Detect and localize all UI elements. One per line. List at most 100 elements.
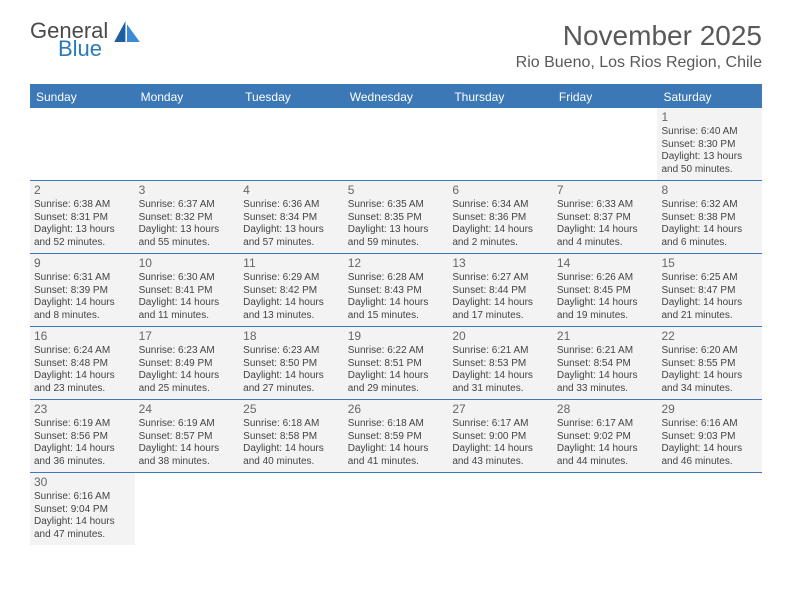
daylight-text: Daylight: 13 hours and 52 minutes.	[34, 224, 131, 249]
calendar-cell: 3Sunrise: 6:37 AMSunset: 8:32 PMDaylight…	[135, 181, 240, 253]
sunrise-text: Sunrise: 6:34 AM	[452, 199, 549, 212]
sunrise-text: Sunrise: 6:31 AM	[34, 272, 131, 285]
sunset-text: Sunset: 8:47 PM	[661, 285, 758, 298]
sunset-text: Sunset: 8:56 PM	[34, 431, 131, 444]
calendar-cell: 8Sunrise: 6:32 AMSunset: 8:38 PMDaylight…	[657, 181, 762, 253]
sunrise-text: Sunrise: 6:27 AM	[452, 272, 549, 285]
daylight-text: Daylight: 13 hours and 57 minutes.	[243, 224, 340, 249]
sunset-text: Sunset: 8:54 PM	[557, 358, 654, 371]
calendar-cell-empty	[553, 473, 658, 545]
calendar-cell: 9Sunrise: 6:31 AMSunset: 8:39 PMDaylight…	[30, 254, 135, 326]
sunrise-text: Sunrise: 6:17 AM	[452, 418, 549, 431]
sunset-text: Sunset: 8:34 PM	[243, 212, 340, 225]
daylight-text: Daylight: 14 hours and 23 minutes.	[34, 370, 131, 395]
logo-text: General Blue	[30, 20, 108, 60]
calendar-cell: 30Sunrise: 6:16 AMSunset: 9:04 PMDayligh…	[30, 473, 135, 545]
calendar-cell: 2Sunrise: 6:38 AMSunset: 8:31 PMDaylight…	[30, 181, 135, 253]
calendar-cell: 11Sunrise: 6:29 AMSunset: 8:42 PMDayligh…	[239, 254, 344, 326]
daylight-text: Daylight: 14 hours and 8 minutes.	[34, 297, 131, 322]
day-number: 26	[348, 402, 445, 417]
sunrise-text: Sunrise: 6:21 AM	[452, 345, 549, 358]
calendar-cell: 20Sunrise: 6:21 AMSunset: 8:53 PMDayligh…	[448, 327, 553, 399]
sunrise-text: Sunrise: 6:23 AM	[139, 345, 236, 358]
calendar-cell-empty	[344, 473, 449, 545]
sunrise-text: Sunrise: 6:25 AM	[661, 272, 758, 285]
day-number: 14	[557, 256, 654, 271]
daylight-text: Daylight: 14 hours and 2 minutes.	[452, 224, 549, 249]
sunset-text: Sunset: 8:58 PM	[243, 431, 340, 444]
weeks-container: 1Sunrise: 6:40 AMSunset: 8:30 PMDaylight…	[30, 108, 762, 545]
day-number: 28	[557, 402, 654, 417]
sunset-text: Sunset: 8:57 PM	[139, 431, 236, 444]
day-number: 24	[139, 402, 236, 417]
day-header: Friday	[553, 86, 658, 108]
sunrise-text: Sunrise: 6:35 AM	[348, 199, 445, 212]
day-header: Thursday	[448, 86, 553, 108]
sunrise-text: Sunrise: 6:24 AM	[34, 345, 131, 358]
day-number: 29	[661, 402, 758, 417]
sunset-text: Sunset: 8:42 PM	[243, 285, 340, 298]
daylight-text: Daylight: 14 hours and 34 minutes.	[661, 370, 758, 395]
daylight-text: Daylight: 14 hours and 38 minutes.	[139, 443, 236, 468]
day-number: 17	[139, 329, 236, 344]
day-header: Tuesday	[239, 86, 344, 108]
sunrise-text: Sunrise: 6:20 AM	[661, 345, 758, 358]
daylight-text: Daylight: 14 hours and 21 minutes.	[661, 297, 758, 322]
daylight-text: Daylight: 14 hours and 6 minutes.	[661, 224, 758, 249]
daylight-text: Daylight: 14 hours and 19 minutes.	[557, 297, 654, 322]
day-number: 11	[243, 256, 340, 271]
sunrise-text: Sunrise: 6:16 AM	[661, 418, 758, 431]
daylight-text: Daylight: 13 hours and 55 minutes.	[139, 224, 236, 249]
sunset-text: Sunset: 9:02 PM	[557, 431, 654, 444]
day-number: 1	[661, 110, 758, 125]
calendar-cell-empty	[448, 108, 553, 180]
day-number: 20	[452, 329, 549, 344]
calendar-cell: 24Sunrise: 6:19 AMSunset: 8:57 PMDayligh…	[135, 400, 240, 472]
calendar-cell: 17Sunrise: 6:23 AMSunset: 8:49 PMDayligh…	[135, 327, 240, 399]
sunrise-text: Sunrise: 6:28 AM	[348, 272, 445, 285]
day-number: 6	[452, 183, 549, 198]
day-number: 4	[243, 183, 340, 198]
day-number: 2	[34, 183, 131, 198]
calendar-cell: 15Sunrise: 6:25 AMSunset: 8:47 PMDayligh…	[657, 254, 762, 326]
sunrise-text: Sunrise: 6:38 AM	[34, 199, 131, 212]
sunset-text: Sunset: 8:31 PM	[34, 212, 131, 225]
sunset-text: Sunset: 8:50 PM	[243, 358, 340, 371]
daylight-text: Daylight: 14 hours and 46 minutes.	[661, 443, 758, 468]
daylight-text: Daylight: 14 hours and 29 minutes.	[348, 370, 445, 395]
logo: General Blue	[30, 20, 144, 60]
daylight-text: Daylight: 14 hours and 44 minutes.	[557, 443, 654, 468]
calendar-cell: 27Sunrise: 6:17 AMSunset: 9:00 PMDayligh…	[448, 400, 553, 472]
calendar-cell-empty	[239, 473, 344, 545]
daylight-text: Daylight: 13 hours and 50 minutes.	[661, 151, 758, 176]
calendar-cell: 26Sunrise: 6:18 AMSunset: 8:59 PMDayligh…	[344, 400, 449, 472]
calendar-cell: 29Sunrise: 6:16 AMSunset: 9:03 PMDayligh…	[657, 400, 762, 472]
day-number: 8	[661, 183, 758, 198]
sunrise-text: Sunrise: 6:26 AM	[557, 272, 654, 285]
day-number: 25	[243, 402, 340, 417]
sunrise-text: Sunrise: 6:18 AM	[243, 418, 340, 431]
day-number: 13	[452, 256, 549, 271]
calendar-cell: 10Sunrise: 6:30 AMSunset: 8:41 PMDayligh…	[135, 254, 240, 326]
sunrise-text: Sunrise: 6:33 AM	[557, 199, 654, 212]
calendar-cell: 4Sunrise: 6:36 AMSunset: 8:34 PMDaylight…	[239, 181, 344, 253]
daylight-text: Daylight: 14 hours and 25 minutes.	[139, 370, 236, 395]
calendar-cell-empty	[135, 108, 240, 180]
calendar-cell: 12Sunrise: 6:28 AMSunset: 8:43 PMDayligh…	[344, 254, 449, 326]
sunrise-text: Sunrise: 6:29 AM	[243, 272, 340, 285]
sunset-text: Sunset: 8:39 PM	[34, 285, 131, 298]
header: General Blue November 2025 Rio Bueno, Lo…	[0, 0, 792, 80]
daylight-text: Daylight: 14 hours and 31 minutes.	[452, 370, 549, 395]
calendar-cell: 23Sunrise: 6:19 AMSunset: 8:56 PMDayligh…	[30, 400, 135, 472]
logo-word-2: Blue	[58, 38, 108, 60]
daylight-text: Daylight: 14 hours and 41 minutes.	[348, 443, 445, 468]
day-number: 15	[661, 256, 758, 271]
day-number: 16	[34, 329, 131, 344]
daylight-text: Daylight: 14 hours and 13 minutes.	[243, 297, 340, 322]
sunset-text: Sunset: 8:45 PM	[557, 285, 654, 298]
sunrise-text: Sunrise: 6:32 AM	[661, 199, 758, 212]
sunrise-text: Sunrise: 6:22 AM	[348, 345, 445, 358]
sunset-text: Sunset: 8:37 PM	[557, 212, 654, 225]
day-number: 3	[139, 183, 236, 198]
sunset-text: Sunset: 8:53 PM	[452, 358, 549, 371]
